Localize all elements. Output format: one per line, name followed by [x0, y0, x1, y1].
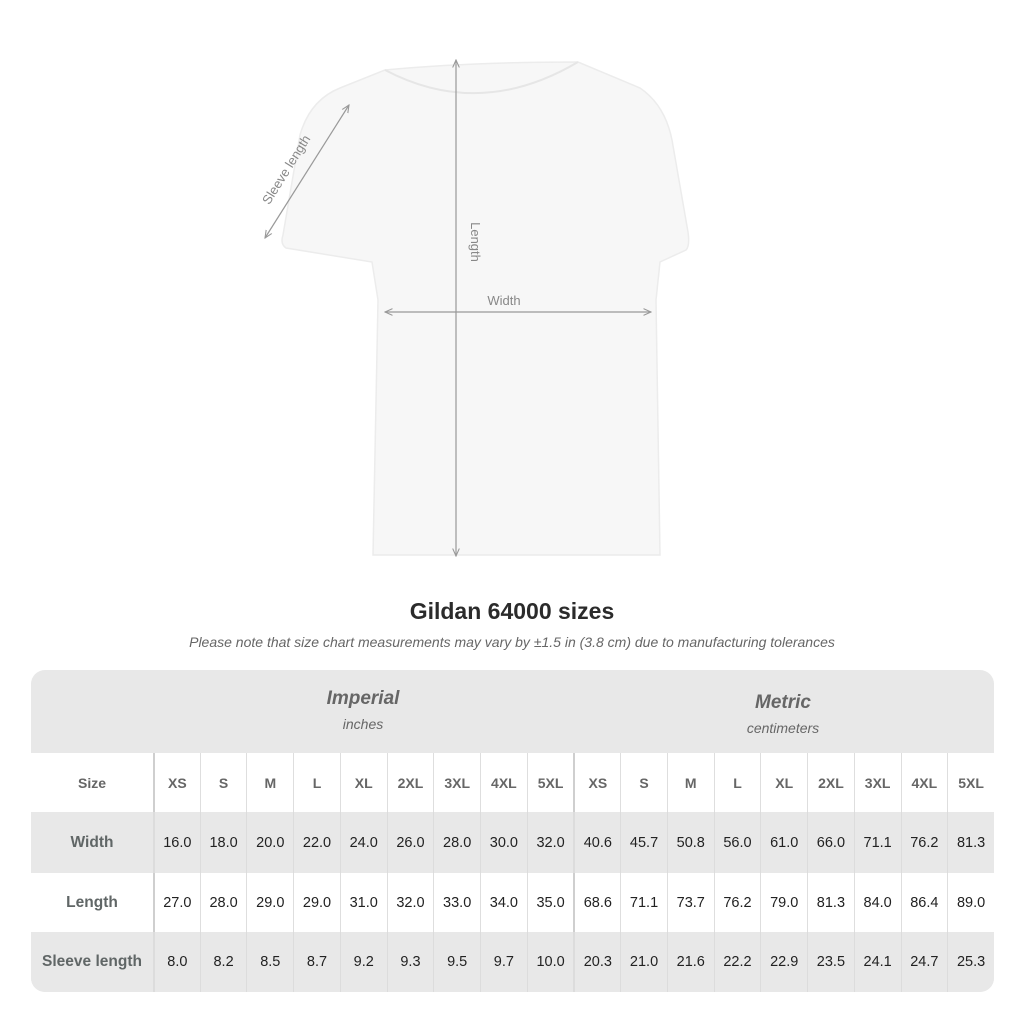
metric-title: Metric	[755, 692, 811, 713]
value-cell: 61.0	[760, 812, 807, 873]
size-header-cell: 4XL	[900, 753, 948, 812]
value-cell: 56.0	[713, 812, 761, 873]
value-cell: 50.8	[666, 812, 714, 873]
row-label: Length	[66, 893, 118, 911]
size-table: Imperial inches Metric centimeters Size X…	[31, 670, 994, 992]
value-cell: 26.0	[386, 812, 434, 873]
value-cell: 28.0	[199, 873, 247, 932]
value-cell: 24.7	[900, 932, 948, 992]
value-cell: 22.9	[760, 932, 807, 992]
imperial-title: Imperial	[326, 688, 400, 709]
size-header-cell: S	[620, 753, 667, 812]
value-cell: 29.0	[293, 873, 340, 932]
size-header-cell: 4XL	[480, 753, 527, 812]
value-cell: 33.0	[433, 873, 480, 932]
value-cell: 24.0	[339, 812, 387, 873]
value-cell: 45.7	[620, 812, 667, 873]
value-cell: 71.1	[853, 812, 901, 873]
size-header-cell: L	[293, 753, 340, 812]
value-cell: 22.0	[293, 812, 340, 873]
size-header-cell: XS	[573, 753, 620, 812]
collar	[384, 61, 579, 95]
tshirt-diagram: Length Width Sleeve length	[259, 0, 690, 580]
value-cell: 16.0	[153, 812, 200, 873]
value-cell: 20.0	[246, 812, 293, 873]
value-cell: 24.1	[853, 932, 901, 992]
value-cell: 35.0	[526, 873, 574, 932]
size-header-cell: XL	[760, 753, 807, 812]
size-header-cell: M	[666, 753, 714, 812]
value-cell: 9.3	[386, 932, 434, 992]
value-cell: 34.0	[480, 873, 527, 932]
value-cell: 29.0	[246, 873, 293, 932]
value-cell: 84.0	[853, 873, 901, 932]
value-cell: 8.2	[199, 932, 247, 992]
value-cell: 8.0	[153, 932, 200, 992]
value-cell: 86.4	[900, 873, 948, 932]
width-label: Width	[487, 293, 520, 308]
value-cell: 40.6	[573, 812, 620, 873]
value-cell: 30.0	[480, 812, 527, 873]
value-cell: 28.0	[433, 812, 480, 873]
value-cell: 68.6	[573, 873, 620, 932]
value-cell: 22.2	[713, 932, 761, 992]
size-header-cell: M	[246, 753, 293, 812]
size-header-cell: 2XL	[386, 753, 434, 812]
value-cell: 9.2	[339, 932, 387, 992]
value-cell: 76.2	[900, 812, 948, 873]
value-cell: 32.0	[386, 873, 434, 932]
size-header-cell: 5XL	[526, 753, 574, 812]
value-cell: 73.7	[666, 873, 714, 932]
table-row-width: Width 16.0 18.0 20.0 22.0 24.0 26.0 28.0 30.0 32.…	[31, 812, 994, 873]
size-header-row: Size XS S M L XL 2XL 3XL 4XL 5XL XS S M L XL 2XL 3XL 4XL 5…	[31, 753, 994, 812]
metric-unit: centimeters	[746, 720, 820, 736]
size-header-cell: XS	[153, 753, 200, 812]
value-cell: 71.1	[620, 873, 667, 932]
value-cell: 81.3	[807, 873, 854, 932]
value-cell: 31.0	[339, 873, 387, 932]
size-header-cell: 2XL	[807, 753, 854, 812]
value-cell: 79.0	[760, 873, 807, 932]
value-cell: 18.0	[199, 812, 247, 873]
length-label: Length	[468, 222, 483, 262]
value-cell: 27.0	[153, 873, 200, 932]
value-cell: 89.0	[947, 873, 994, 932]
table-row-length: Length 27.0 28.0 29.0 29.0 31.0 32.0 33.0 34.0 35…	[31, 873, 994, 932]
metric-header: Metric centimeters	[573, 670, 993, 753]
tolerance-note: Please note that size chart measurements…	[189, 634, 835, 650]
chart-title: Gildan 64000 sizes	[409, 598, 615, 624]
size-header-cell: 3XL	[853, 753, 901, 812]
value-cell: 23.5	[807, 932, 854, 992]
row-label: Width	[70, 833, 114, 851]
value-cell: 10.0	[526, 932, 574, 992]
value-cell: 8.5	[246, 932, 293, 992]
sleeve-arrow	[265, 105, 349, 238]
row-label: Sleeve length	[42, 953, 142, 970]
size-header-cell: XL	[339, 753, 387, 812]
value-cell: 32.0	[526, 812, 574, 873]
tshirt-shape	[281, 61, 690, 556]
value-cell: 9.7	[480, 932, 527, 992]
value-cell: 66.0	[807, 812, 854, 873]
value-cell: 21.6	[666, 932, 714, 992]
value-cell: 8.7	[293, 932, 340, 992]
imperial-header: Imperial inches	[153, 670, 573, 753]
table-row-sleeve-length: Sleeve length 8.0 8.2 8.5 8.7 9.2 9.3 9.5 9.7 10.…	[31, 932, 994, 992]
size-header-cell: 3XL	[433, 753, 480, 812]
value-cell: 25.3	[947, 932, 994, 992]
value-cell: 81.3	[947, 812, 994, 873]
size-header-cell: S	[199, 753, 247, 812]
size-header-cell: L	[713, 753, 761, 812]
value-cell: 20.3	[573, 932, 620, 992]
size-header-cell: 5XL	[947, 753, 994, 812]
value-cell: 76.2	[713, 873, 761, 932]
row-label: Size	[77, 774, 106, 791]
value-cell: 21.0	[620, 932, 667, 992]
value-cell: 9.5	[433, 932, 480, 992]
imperial-unit: inches	[342, 716, 384, 732]
